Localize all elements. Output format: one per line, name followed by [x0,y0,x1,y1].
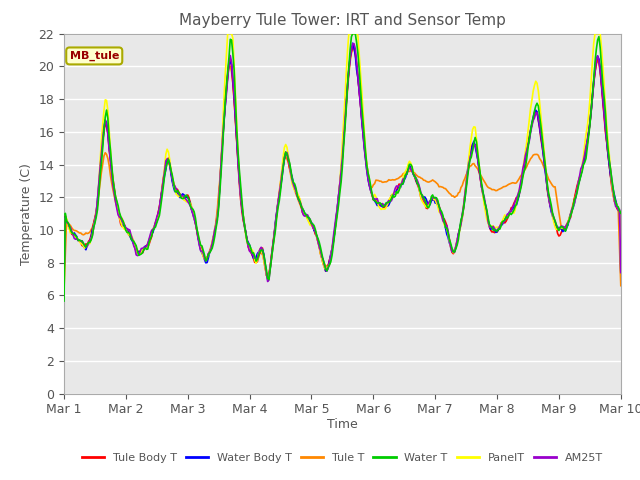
Y-axis label: Temperature (C): Temperature (C) [20,163,33,264]
X-axis label: Time: Time [327,418,358,431]
Text: MB_tule: MB_tule [70,51,119,61]
Legend: Tule Body T, Water Body T, Tule T, Water T, PanelT, AM25T: Tule Body T, Water Body T, Tule T, Water… [77,448,607,467]
Title: Mayberry Tule Tower: IRT and Sensor Temp: Mayberry Tule Tower: IRT and Sensor Temp [179,13,506,28]
